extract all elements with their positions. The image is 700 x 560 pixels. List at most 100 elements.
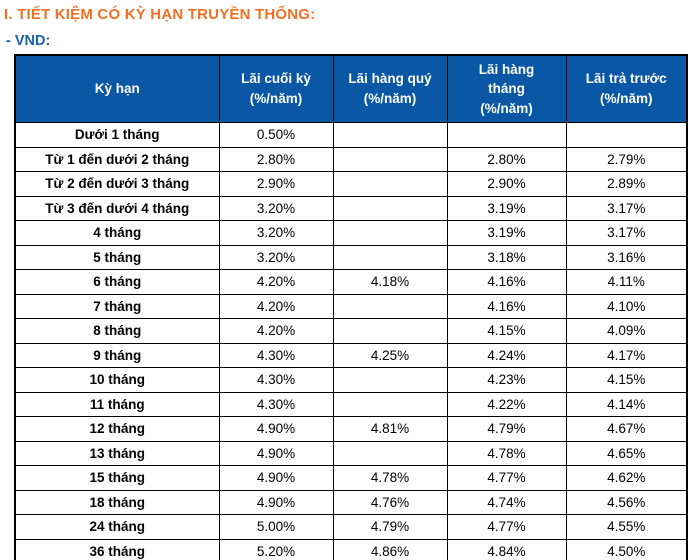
header-cell-term: Kỳ hạn (14, 54, 220, 123)
rate-cell (446, 122, 567, 148)
rate-cell: 4.16% (446, 269, 567, 295)
table-row: 5 tháng 3.20% 3.18% 3.16% (14, 244, 688, 270)
table-row: 36 tháng 5.20% 4.86% 4.84% 4.50% (14, 538, 688, 560)
term-cell: 18 tháng (14, 489, 220, 515)
rate-cell (332, 220, 448, 246)
rate-cell: 4.09% (565, 318, 688, 344)
header-label: Lãi cuối kỳ (241, 71, 311, 87)
rate-cell: 4.16% (446, 293, 567, 319)
rate-cell: 4.56% (565, 489, 688, 515)
rate-cell: 3.18% (446, 244, 567, 270)
header-cell-end-of-term: Lãi cuối kỳ (%/năm) (218, 54, 334, 123)
rate-cell (332, 440, 448, 466)
rate-cell: 4.77% (446, 465, 567, 491)
rate-cell: 4.22% (446, 391, 567, 417)
table-row: Dưới 1 tháng 0.50% (14, 122, 688, 148)
rate-cell: 0.50% (218, 122, 334, 148)
header-label: Lãi hàng quý (348, 71, 432, 87)
term-cell: Từ 2 đến dưới 3 tháng (14, 171, 220, 197)
rate-cell (565, 122, 688, 148)
table-row: 6 tháng 4.20% 4.18% 4.16% 4.11% (14, 269, 688, 295)
table-row: 24 tháng 5.00% 4.79% 4.77% 4.55% (14, 514, 688, 540)
rate-cell: 4.65% (565, 440, 688, 466)
term-cell: 11 tháng (14, 391, 220, 417)
rate-cell: 4.24% (446, 342, 567, 368)
rate-cell (332, 367, 448, 393)
rate-cell: 4.25% (332, 342, 448, 368)
rate-cell: 4.74% (446, 489, 567, 515)
page-title: I. TIẾT KIỆM CÓ KỲ HẠN TRUYỀN THỐNG: (4, 6, 316, 23)
rate-cell: 4.67% (565, 416, 688, 442)
rate-cell: 4.81% (332, 416, 448, 442)
header-cell-prepaid: Lãi trả trước (%/năm) (565, 54, 688, 123)
table-row: 13 tháng 4.90% 4.78% 4.65% (14, 440, 688, 466)
rate-cell: 4.62% (565, 465, 688, 491)
rate-cell: 4.79% (332, 514, 448, 540)
term-cell: Từ 3 đến dưới 4 tháng (14, 195, 220, 221)
rate-cell: 3.16% (565, 244, 688, 270)
rate-cell: 2.80% (218, 146, 334, 172)
table-row: Từ 1 đến dưới 2 tháng 2.80% 2.80% 2.79% (14, 146, 688, 172)
rate-cell: 3.17% (565, 195, 688, 221)
rate-cell: 4.55% (565, 514, 688, 540)
table-row: 11 tháng 4.30% 4.22% 4.14% (14, 391, 688, 417)
term-cell: 12 tháng (14, 416, 220, 442)
term-cell: 9 tháng (14, 342, 220, 368)
rate-cell: 4.10% (565, 293, 688, 319)
term-cell: 24 tháng (14, 514, 220, 540)
rate-cell: 3.19% (446, 195, 567, 221)
rate-cell: 3.19% (446, 220, 567, 246)
rate-table: Kỳ hạn Lãi cuối kỳ (%/năm) Lãi hàng quý … (14, 54, 688, 560)
header-label: Kỳ hạn (94, 81, 140, 97)
term-cell: 5 tháng (14, 244, 220, 270)
rate-cell: 4.23% (446, 367, 567, 393)
table-row: 12 tháng 4.90% 4.81% 4.79% 4.67% (14, 416, 688, 442)
term-cell: 36 tháng (14, 538, 220, 560)
rate-cell (332, 391, 448, 417)
rate-cell: 4.50% (565, 538, 688, 560)
rate-cell: 4.20% (218, 318, 334, 344)
rate-cell (332, 122, 448, 148)
rate-cell: 4.30% (218, 342, 334, 368)
rate-cell: 4.15% (565, 367, 688, 393)
term-cell: 6 tháng (14, 269, 220, 295)
header-unit: (%/năm) (363, 91, 417, 106)
rate-cell: 3.20% (218, 220, 334, 246)
rate-cell: 5.20% (218, 538, 334, 560)
rate-table-body: Dưới 1 tháng 0.50% Từ 1 đến dưới 2 tháng 2.… (14, 122, 688, 560)
rate-cell: 4.86% (332, 538, 448, 560)
rate-cell: 4.20% (218, 269, 334, 295)
table-row: 8 tháng 4.20% 4.15% 4.09% (14, 318, 688, 344)
term-cell: 15 tháng (14, 465, 220, 491)
rate-cell: 2.79% (565, 146, 688, 172)
table-row: 15 tháng 4.90% 4.78% 4.77% 4.62% (14, 465, 688, 491)
term-cell: 10 tháng (14, 367, 220, 393)
table-row: 7 tháng 4.20% 4.16% 4.10% (14, 293, 688, 319)
header-unit: (%/năm) (249, 91, 303, 106)
rate-cell: 4.78% (446, 440, 567, 466)
currency-label: - VND: (6, 33, 51, 49)
rate-cell: 4.20% (218, 293, 334, 319)
rate-cell: 3.20% (218, 195, 334, 221)
table-row: 9 tháng 4.30% 4.25% 4.24% 4.17% (14, 342, 688, 368)
rate-cell: 4.17% (565, 342, 688, 368)
table-row: 4 tháng 3.20% 3.19% 3.17% (14, 220, 688, 246)
rate-cell: 4.18% (332, 269, 448, 295)
rate-cell: 4.90% (218, 489, 334, 515)
table-header-row: Kỳ hạn Lãi cuối kỳ (%/năm) Lãi hàng quý … (14, 54, 688, 123)
rate-cell: 4.77% (446, 514, 567, 540)
rate-cell: 4.90% (218, 465, 334, 491)
rate-cell: 4.79% (446, 416, 567, 442)
rate-cell: 2.80% (446, 146, 567, 172)
header-cell-monthly: Lãi hàng tháng (%/năm) (446, 54, 567, 123)
term-cell: Dưới 1 tháng (14, 122, 220, 148)
rate-cell: 4.90% (218, 416, 334, 442)
table-row: 10 tháng 4.30% 4.23% 4.15% (14, 367, 688, 393)
term-cell: Từ 1 đến dưới 2 tháng (14, 146, 220, 172)
rate-cell: 4.14% (565, 391, 688, 417)
rate-cell: 4.30% (218, 391, 334, 417)
rate-cell (332, 146, 448, 172)
rate-cell (332, 244, 448, 270)
rate-cell: 2.90% (218, 171, 334, 197)
